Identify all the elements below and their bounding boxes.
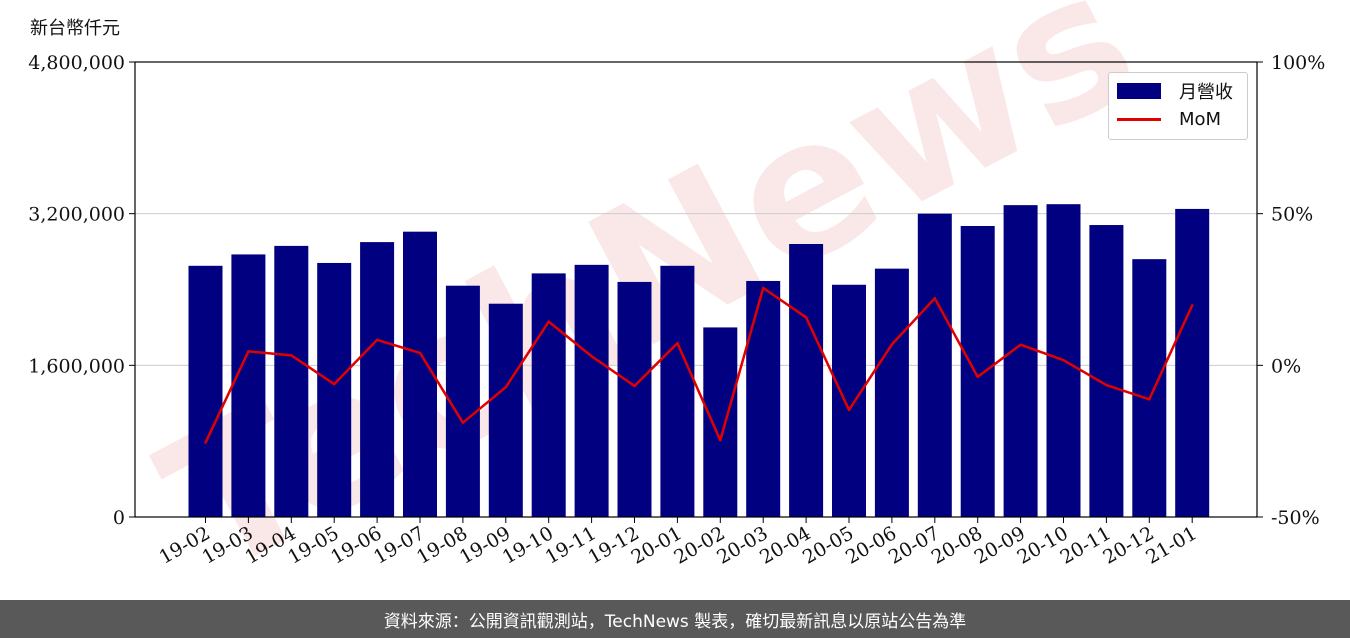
legend-label-revenue: 月營收 — [1179, 82, 1233, 103]
mom-point-21-01 — [1191, 304, 1194, 307]
bar-19-04 — [274, 245, 309, 518]
mom-point-20-10 — [1062, 358, 1065, 362]
y-left-tick-label: 0 — [113, 507, 125, 529]
bar-19-12 — [617, 281, 652, 517]
bar-19-05 — [317, 262, 352, 517]
bar-20-09 — [1003, 205, 1038, 517]
bar-20-11 — [1089, 225, 1124, 517]
mom-point-19-11 — [590, 355, 593, 358]
bar-20-01 — [660, 265, 695, 517]
mom-point-20-07 — [933, 297, 936, 300]
y-left-tick-label: 3,200,000 — [28, 204, 125, 226]
mom-point-19-12 — [633, 384, 636, 388]
bar-20-12 — [1132, 259, 1167, 517]
bar-20-03 — [746, 280, 781, 517]
y-left-tick-label: 1,600,000 — [28, 355, 125, 377]
bar-20-08 — [960, 225, 995, 518]
source-footer: 資料來源：公開資訊觀測站，TechNews 製表，確切最新訊息以原站公告為準 — [0, 600, 1350, 638]
revenue-chart: TechNews 01,600,0003,200,0004,800,000-50… — [28, 0, 1325, 600]
plot-frame — [134, 61, 1258, 518]
y-right-tick-label: 0% — [1271, 355, 1301, 377]
y-right-tick-label: -50% — [1271, 507, 1320, 529]
bar-19-06 — [360, 242, 395, 517]
mom-line — [204, 286, 1194, 444]
mom-point-20-03 — [762, 286, 765, 290]
bar-19-09 — [488, 303, 523, 517]
legend-item-revenue: 月營收 — [1117, 79, 1233, 103]
legend-swatch-bar — [1117, 83, 1161, 99]
mom-point-19-05 — [333, 382, 336, 386]
y-right-tick-label: 100% — [1271, 52, 1325, 74]
mom-point-19-06 — [375, 338, 379, 342]
mom-point-19-02 — [204, 441, 207, 444]
bar-19-10 — [531, 273, 566, 517]
mom-point-20-06 — [890, 343, 894, 346]
bar-21-01 — [1175, 208, 1210, 518]
legend-swatch-line — [1117, 117, 1161, 121]
legend: 月營收 MoM — [1108, 72, 1248, 140]
mom-point-19-04 — [290, 354, 293, 357]
legend-item-mom: MoM — [1117, 107, 1221, 131]
y-right-tick-label: 50% — [1271, 204, 1313, 226]
bar-19-11 — [574, 264, 609, 517]
bar-19-07 — [403, 231, 437, 518]
bar-19-03 — [231, 254, 266, 518]
bar-19-08 — [445, 285, 480, 517]
bar-20-04 — [789, 244, 824, 517]
mom-point-20-02 — [719, 439, 722, 442]
bar-20-06 — [874, 268, 909, 517]
mom-point-20-04 — [804, 316, 808, 319]
mom-point-20-01 — [676, 341, 679, 345]
mom-point-20-09 — [1019, 343, 1022, 346]
mom-point-20-08 — [976, 375, 979, 379]
bar-20-07 — [917, 213, 952, 517]
mom-point-19-10 — [547, 320, 550, 323]
mom-point-19-09 — [504, 385, 507, 389]
y-left-tick-label: 4,800,000 — [28, 52, 125, 74]
y-axis-unit-label: 新台幣仟元 — [30, 18, 120, 39]
bar-20-02 — [703, 327, 738, 517]
bar-19-02 — [188, 265, 223, 517]
mom-point-20-11 — [1105, 383, 1108, 387]
mom-point-19-07 — [418, 351, 422, 355]
mom-point-19-08 — [461, 421, 465, 424]
x-tick-label-21-01: 21-01 — [1142, 522, 1200, 568]
mom-point-20-12 — [1148, 398, 1151, 401]
mom-point-20-05 — [847, 408, 851, 412]
bar-20-05 — [832, 284, 866, 517]
mom-point-19-03 — [247, 350, 250, 353]
legend-label-mom: MoM — [1179, 108, 1222, 130]
